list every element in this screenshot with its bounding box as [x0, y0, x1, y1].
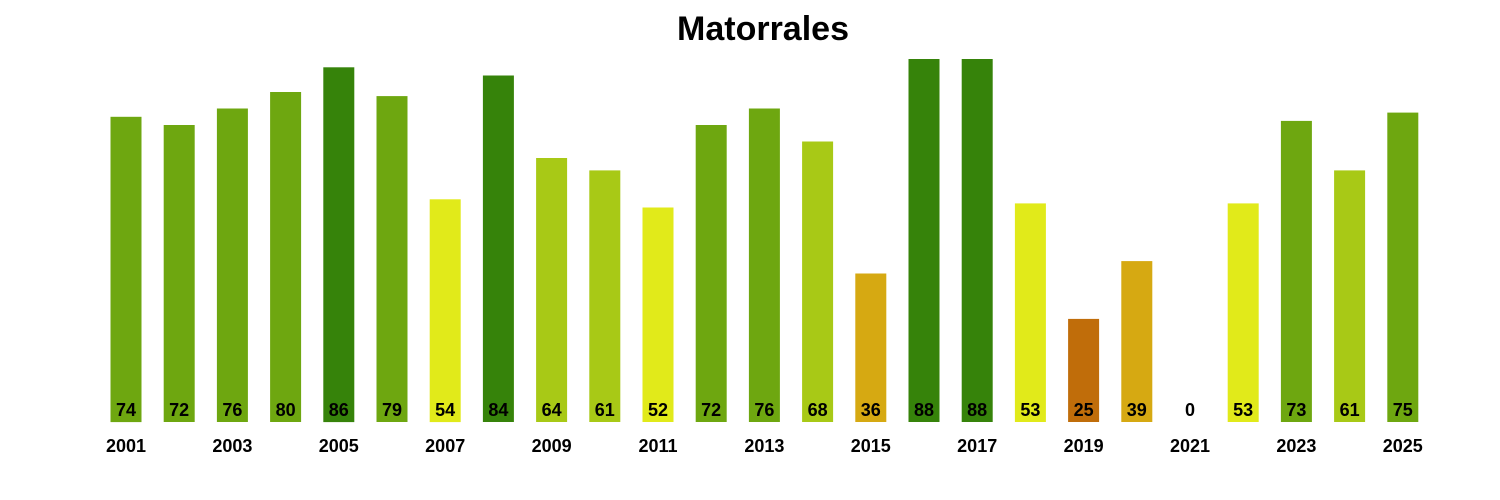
bar-2013	[748, 108, 780, 422]
bar-2006	[376, 96, 408, 422]
bar-2009	[536, 158, 568, 422]
bar-2008	[482, 75, 514, 422]
value-label-2007: 54	[435, 400, 455, 420]
bar-2023	[1280, 120, 1312, 423]
x-tick-2009: 2009	[532, 436, 572, 456]
value-label-2001: 74	[116, 400, 136, 420]
bars-layer	[110, 59, 1419, 423]
bar-2007	[429, 199, 461, 423]
x-tick-2017: 2017	[957, 436, 997, 456]
chart-title: Matorrales	[677, 10, 849, 48]
bar-2014	[802, 141, 834, 422]
x-tick-2025: 2025	[1383, 436, 1423, 456]
x-axis-ticks: 2001 2003 2005 2007 2009 2011 2013 2015 2017 2019…	[106, 436, 1423, 456]
bar-2019	[1068, 318, 1100, 422]
bar-2024	[1334, 170, 1366, 422]
x-tick-2021: 2021	[1170, 436, 1210, 456]
x-tick-2003: 2003	[212, 436, 252, 456]
value-label-2005: 86	[329, 400, 349, 420]
x-tick-2001: 2001	[106, 436, 146, 456]
value-label-2020: 39	[1127, 400, 1147, 420]
value-label-2022: 53	[1233, 400, 1253, 420]
value-label-2025: 75	[1393, 400, 1413, 420]
bar-2020	[1121, 261, 1153, 422]
value-label-2010: 61	[595, 400, 615, 420]
bar-2012	[695, 125, 727, 422]
value-label-2014: 68	[808, 400, 828, 420]
value-label-2023: 73	[1286, 400, 1306, 420]
value-label-2006: 79	[382, 400, 402, 420]
bar-2018	[1014, 203, 1046, 422]
bar-2015	[855, 273, 887, 422]
bar-2005	[323, 67, 355, 423]
bar-2010	[589, 170, 621, 422]
value-label-2012: 72	[701, 400, 721, 420]
value-label-2017: 88	[967, 400, 987, 420]
value-label-2003: 76	[222, 400, 242, 420]
value-label-2004: 80	[276, 400, 296, 420]
bar-2004	[270, 92, 302, 422]
x-tick-2015: 2015	[851, 436, 891, 456]
value-labels-layer: 74 72 76 80 86 79 54 84 64 61 52 72 76 68 36 88 88 53 25 39…	[116, 400, 1413, 420]
x-tick-2019: 2019	[1064, 436, 1104, 456]
bar-2022	[1227, 203, 1259, 422]
value-label-2018: 53	[1020, 400, 1040, 420]
bar-2002	[163, 125, 195, 422]
value-label-2013: 76	[754, 400, 774, 420]
x-tick-2023: 2023	[1276, 436, 1316, 456]
value-label-2021: 0	[1185, 400, 1195, 420]
value-label-2002: 72	[169, 400, 189, 420]
value-label-2019: 25	[1074, 400, 1094, 420]
value-label-2016: 88	[914, 400, 934, 420]
value-label-2024: 61	[1340, 400, 1360, 420]
bar-2025	[1387, 112, 1419, 422]
bar-2011	[642, 207, 674, 422]
bar-2001	[110, 116, 142, 423]
value-label-2015: 36	[861, 400, 881, 420]
x-tick-2007: 2007	[425, 436, 465, 456]
bar-2016	[908, 59, 940, 422]
bar-2003	[216, 108, 248, 422]
value-label-2008: 84	[488, 400, 508, 420]
x-tick-2005: 2005	[319, 436, 359, 456]
bar-2017	[961, 59, 993, 422]
value-label-2009: 64	[542, 400, 562, 420]
x-tick-2013: 2013	[744, 436, 784, 456]
value-label-2011: 52	[648, 400, 668, 420]
x-tick-2011: 2011	[638, 436, 677, 456]
